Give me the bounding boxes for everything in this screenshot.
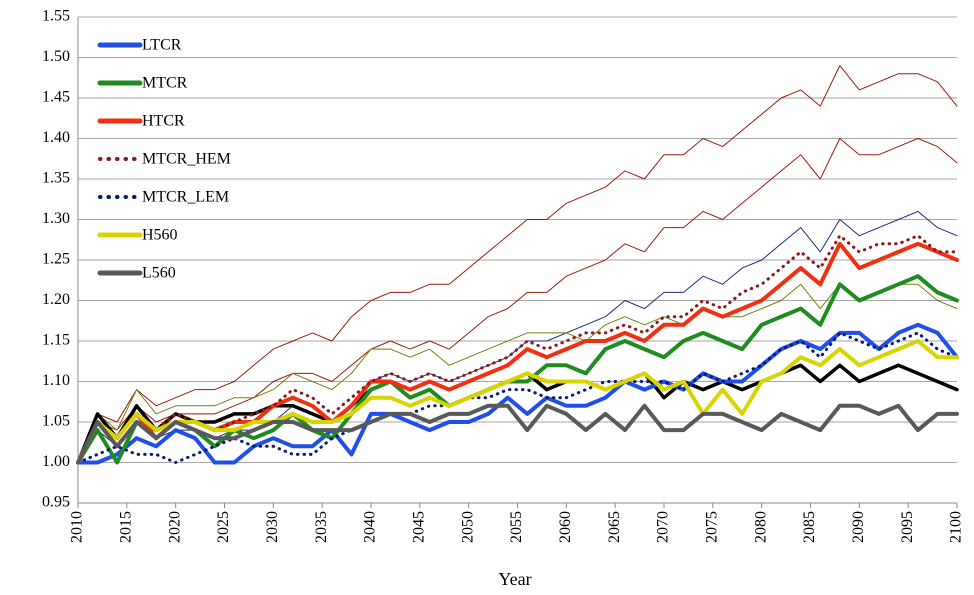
x-tick-label: 2065 bbox=[606, 511, 623, 543]
y-tick-label: 1.30 bbox=[42, 210, 70, 227]
x-tick-label: 2040 bbox=[362, 511, 379, 543]
series-line bbox=[76, 241, 959, 465]
x-tick-label: 2010 bbox=[69, 511, 86, 543]
y-tick-label: 0.95 bbox=[42, 494, 70, 511]
y-tick-label: 1.05 bbox=[42, 413, 70, 430]
series-line bbox=[76, 339, 959, 465]
x-tick-label: 2075 bbox=[704, 511, 721, 543]
x-tick-label: 2100 bbox=[948, 511, 965, 543]
series-line bbox=[76, 322, 959, 465]
legend-label: MTCR_HEM bbox=[142, 151, 231, 168]
legend-label: MTCR bbox=[142, 75, 188, 92]
x-tick-label: 2080 bbox=[752, 511, 769, 543]
legend-label: LTCR bbox=[142, 37, 182, 54]
x-axis-title: Year bbox=[498, 569, 531, 589]
series-line bbox=[76, 331, 959, 464]
legend-label: L560 bbox=[142, 265, 176, 282]
x-tick-label: 2090 bbox=[850, 511, 867, 543]
ensemble-line bbox=[77, 138, 958, 463]
y-tick-label: 1.00 bbox=[42, 453, 70, 470]
x-tick-label: 2095 bbox=[899, 511, 916, 543]
x-tick-label: 2070 bbox=[655, 511, 672, 543]
y-tick-label: 1.25 bbox=[42, 251, 70, 268]
x-tick-label: 2025 bbox=[215, 511, 232, 543]
x-tick-label: 2035 bbox=[313, 511, 330, 543]
y-tick-label: 1.45 bbox=[42, 89, 70, 106]
x-tick-label: 2060 bbox=[557, 511, 574, 543]
legend-label: MTCR_LEM bbox=[142, 189, 229, 206]
x-tick-label: 2085 bbox=[801, 511, 818, 543]
y-tick-label: 1.10 bbox=[42, 372, 70, 389]
legend-label: H560 bbox=[142, 227, 178, 244]
ensemble-line bbox=[77, 65, 958, 463]
y-tick-label: 1.55 bbox=[42, 8, 70, 25]
series-line bbox=[76, 234, 959, 464]
y-tick-label: 1.20 bbox=[42, 291, 70, 308]
x-tick-label: 2020 bbox=[166, 511, 183, 543]
x-tick-label: 2030 bbox=[264, 511, 281, 543]
x-tick-label: 2015 bbox=[118, 511, 135, 543]
x-tick-label: 2050 bbox=[459, 511, 476, 543]
y-tick-label: 1.40 bbox=[42, 129, 70, 146]
x-tick-label: 2045 bbox=[411, 511, 428, 543]
series-line bbox=[76, 403, 959, 465]
x-tick-label: 2055 bbox=[508, 511, 525, 543]
y-tick-label: 1.50 bbox=[42, 48, 70, 65]
y-tick-label: 1.35 bbox=[42, 170, 70, 187]
y-tick-label: 1.15 bbox=[42, 332, 70, 349]
legend-label: HTCR bbox=[142, 113, 185, 130]
ensemble-line bbox=[77, 283, 958, 463]
